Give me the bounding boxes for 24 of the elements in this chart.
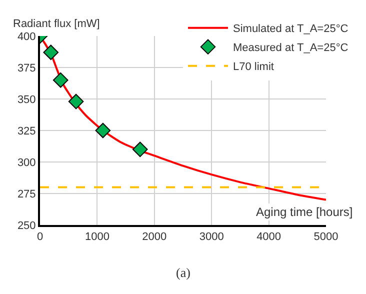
x-tick-label: 3000 (199, 231, 224, 244)
x-tick-label: 0 (36, 231, 44, 244)
y-tick-label: 250 (17, 220, 36, 232)
x-tick-label: 2000 (142, 231, 167, 244)
x-tick-label: 1000 (84, 231, 110, 244)
x-tick-label: 4000 (256, 231, 282, 244)
text: (a) (176, 265, 190, 280)
legend-label: L70 limit (233, 61, 274, 74)
x-axis-title: Aging time [hours] (256, 205, 353, 219)
y-tick-label: 275 (17, 188, 36, 200)
point (43, 44, 59, 60)
point (95, 122, 111, 138)
y-tick-label: 375 (17, 62, 36, 74)
point (132, 142, 148, 158)
y-tick-label: 325 (17, 125, 36, 138)
y-tick-label: 400 (17, 30, 36, 43)
point (68, 94, 84, 110)
y-tick-label: 300 (17, 156, 36, 169)
y-tick-label: 350 (17, 94, 36, 106)
y-axis-title: Radiant flux [mW] (13, 18, 100, 30)
legend-label: Measured at T_A=25°C (233, 42, 348, 54)
legend-label: Simulated at T_A=25°C (233, 23, 348, 36)
x-tick-label: 5000 (314, 231, 338, 244)
point (52, 72, 68, 88)
